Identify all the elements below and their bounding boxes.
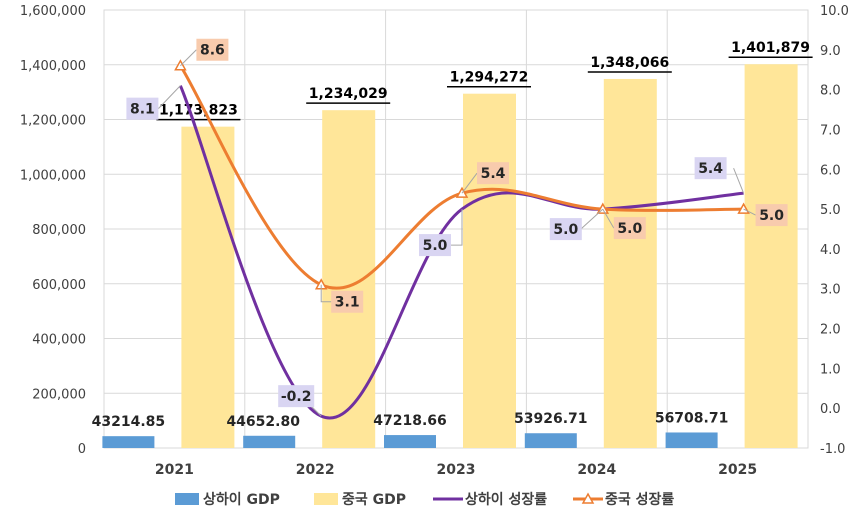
data-label-leader xyxy=(180,49,197,67)
data-label-box xyxy=(126,97,159,120)
data-label-china-gdp: 1,294,272 xyxy=(450,70,529,86)
left-axis-tick-label: 1,600,000 xyxy=(20,4,86,19)
data-label-box xyxy=(278,385,315,408)
data-label-leader xyxy=(743,208,756,216)
x-axis-category-label: 2024 xyxy=(577,462,616,478)
data-label-china-gdp: 1,173,823 xyxy=(159,103,238,119)
left-axis-tick-label: 1,400,000 xyxy=(20,59,86,74)
data-label-box xyxy=(549,218,582,241)
right-axis-tick-label: -1.0 xyxy=(820,442,845,457)
data-label-shanghai-growth: 5.4 xyxy=(698,161,723,177)
data-label-china-gdp: 1,401,879 xyxy=(731,40,810,56)
bar-shanghai-gdp xyxy=(102,436,155,448)
bar-shanghai-gdp xyxy=(524,433,577,448)
data-label-leader xyxy=(602,208,615,229)
left-axis-tick-label: 800,000 xyxy=(32,223,86,238)
left-axis-tick-label: 600,000 xyxy=(32,278,86,293)
data-label-leader xyxy=(310,405,322,417)
right-axis-tick-label: 10.0 xyxy=(820,4,849,19)
legend-swatch xyxy=(314,493,338,505)
x-axis-category-label: 2021 xyxy=(155,462,194,478)
bar-china-gdp xyxy=(744,64,798,448)
data-label-china-gdp: 1,348,066 xyxy=(590,55,669,71)
bar-shanghai-gdp xyxy=(665,432,718,448)
data-label-box xyxy=(331,290,364,313)
data-label-china-gdp: 1,234,029 xyxy=(309,86,388,102)
data-label-shanghai-gdp: 43214.85 xyxy=(92,414,166,430)
data-label-leader xyxy=(461,172,478,194)
right-axis-tick-label: 7.0 xyxy=(820,123,841,138)
left-axis-tick-label: 400,000 xyxy=(32,333,86,348)
right-axis-tick-label: 9.0 xyxy=(820,44,841,59)
data-label-box xyxy=(419,234,451,257)
data-label-china-growth: 3.1 xyxy=(335,295,360,311)
data-label-leader xyxy=(580,208,604,230)
bar-shanghai-gdp xyxy=(384,435,436,448)
legend-label: 상하이 GDP xyxy=(203,491,280,508)
x-axis-category-label: 2023 xyxy=(437,462,476,478)
bar-china-gdp xyxy=(322,110,376,448)
data-label-shanghai-gdp: 53926.71 xyxy=(514,411,588,427)
data-label-shanghai-growth: -0.2 xyxy=(281,389,312,405)
right-axis-tick-label: 8.0 xyxy=(820,84,841,99)
data-label-leader xyxy=(158,85,181,110)
data-label-shanghai-growth: 5.0 xyxy=(423,238,448,254)
left-axis-tick-label: 1,000,000 xyxy=(20,168,86,183)
legend-label: 중국 GDP xyxy=(342,492,406,508)
right-axis-tick-label: 1.0 xyxy=(820,362,841,377)
left-axis-tick-label: 0 xyxy=(78,442,86,457)
data-label-leader xyxy=(733,167,745,194)
data-label-china-growth: 5.0 xyxy=(617,221,642,237)
x-axis-category-label: 2025 xyxy=(718,462,757,478)
left-axis-tick-label: 200,000 xyxy=(32,387,86,402)
data-label-shanghai-gdp: 47218.66 xyxy=(373,413,447,429)
data-label-shanghai-growth: 8.1 xyxy=(130,102,155,118)
data-label-china-growth: 8.6 xyxy=(200,43,225,59)
data-label-box xyxy=(613,217,646,240)
legend-swatch xyxy=(175,493,199,505)
data-label-leader xyxy=(450,209,463,246)
right-axis-tick-label: 4.0 xyxy=(820,243,841,258)
right-axis-tick-label: 3.0 xyxy=(820,283,841,298)
x-axis-category-label: 2022 xyxy=(296,462,335,478)
data-label-leader xyxy=(320,284,332,303)
data-label-box xyxy=(694,157,727,180)
right-axis-tick-label: 5.0 xyxy=(820,203,841,218)
right-axis-tick-label: 6.0 xyxy=(820,163,841,178)
data-label-box xyxy=(477,162,509,185)
data-label-box xyxy=(196,38,229,61)
right-axis-tick-label: 2.0 xyxy=(820,323,841,338)
line-china-growth xyxy=(179,64,744,290)
data-label-shanghai-growth: 5.0 xyxy=(553,222,578,238)
bar-china-gdp xyxy=(181,126,235,448)
right-axis-tick-label: 0.0 xyxy=(820,402,841,417)
data-label-box xyxy=(755,204,788,227)
data-label-shanghai-gdp: 56708.71 xyxy=(655,410,729,426)
bar-china-gdp xyxy=(463,93,516,448)
data-label-shanghai-gdp: 44652.80 xyxy=(226,414,300,430)
left-axis-tick-label: 1,200,000 xyxy=(20,114,86,129)
bar-china-gdp xyxy=(603,78,657,449)
data-label-china-growth: 5.0 xyxy=(759,208,784,224)
legend-marker xyxy=(581,492,595,504)
bar-shanghai-gdp xyxy=(243,435,296,448)
data-label-china-growth: 5.4 xyxy=(481,166,506,182)
legend-label: 상하이 성장률 xyxy=(465,491,547,508)
legend-label: 중국 성장률 xyxy=(605,491,674,508)
